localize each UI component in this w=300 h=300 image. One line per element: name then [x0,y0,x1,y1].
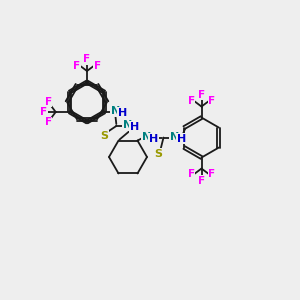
Text: H: H [118,108,127,118]
Text: F: F [198,89,205,100]
Text: N: N [123,120,132,130]
Text: F: F [208,96,215,106]
Text: H: H [177,134,186,143]
Text: F: F [73,61,80,70]
Text: H: H [130,122,139,132]
Text: N: N [170,131,179,142]
Text: N: N [111,106,120,116]
Text: F: F [40,107,47,117]
Text: F: F [188,96,195,106]
Text: S: S [100,131,108,141]
Text: F: F [45,117,52,127]
Text: F: F [83,54,91,64]
Text: F: F [198,176,205,185]
Text: F: F [188,169,195,179]
Text: F: F [208,169,215,179]
Text: S: S [154,148,163,158]
Text: F: F [45,97,52,107]
Text: H: H [149,134,158,143]
Text: F: F [94,61,101,70]
Text: N: N [142,131,151,142]
